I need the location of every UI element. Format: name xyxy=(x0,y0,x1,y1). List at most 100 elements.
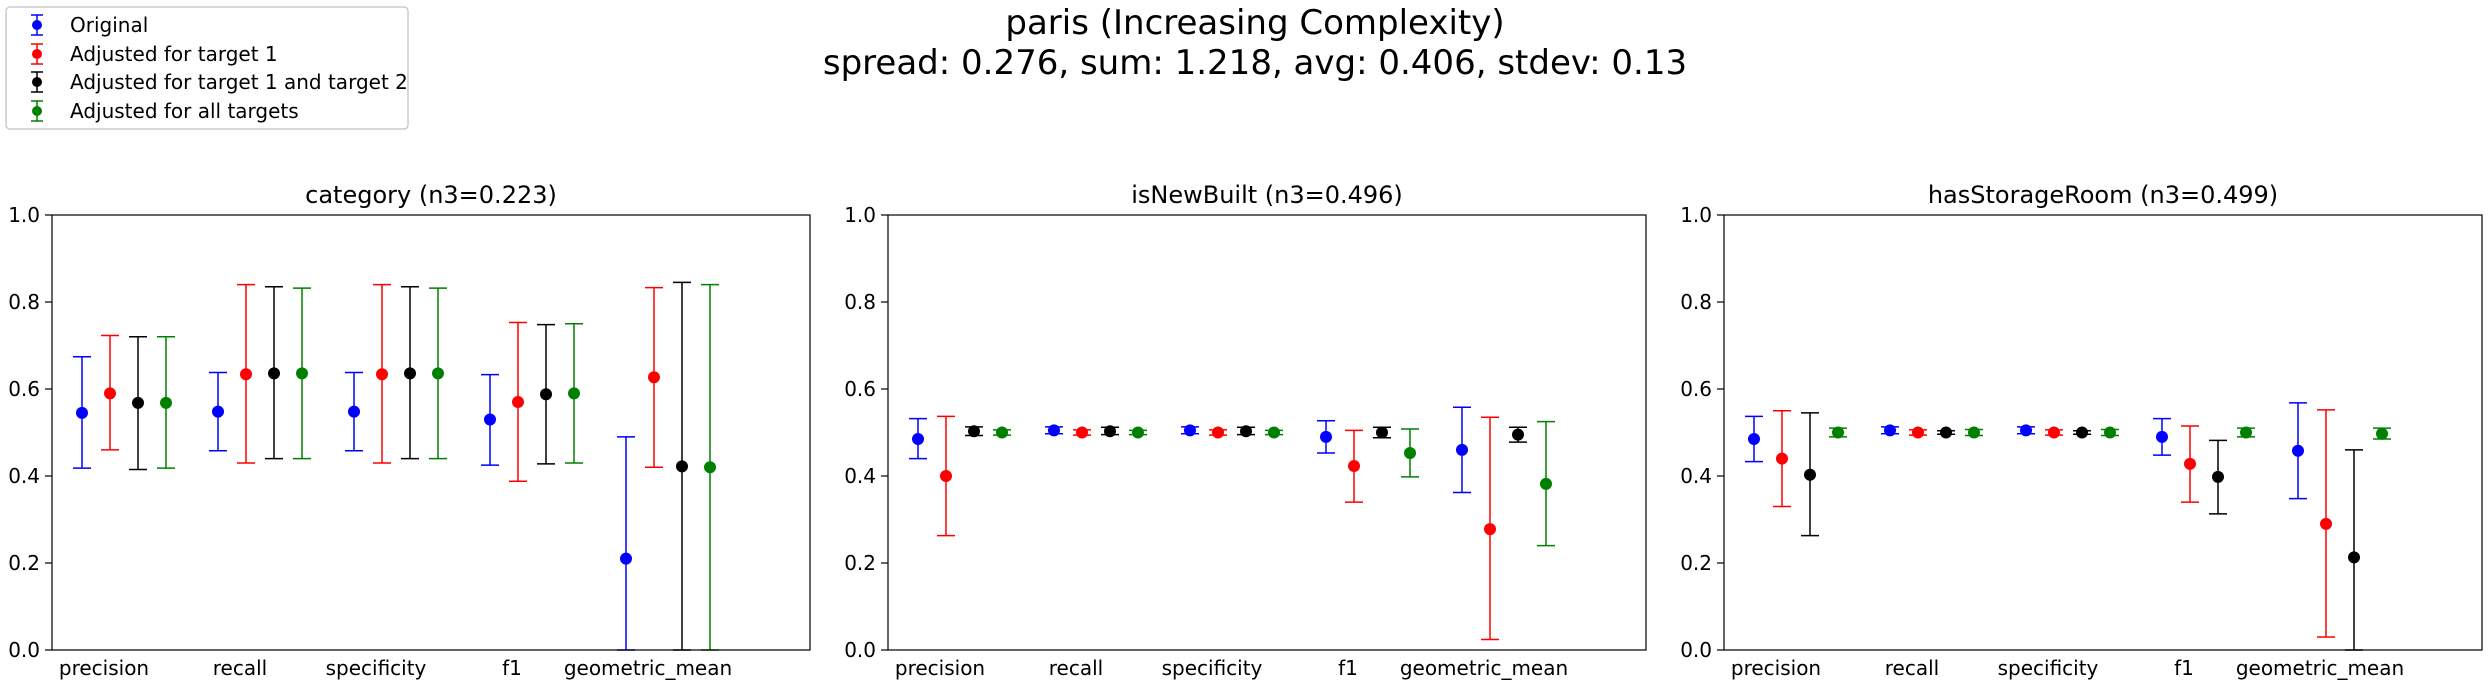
data-point xyxy=(1456,443,1468,456)
errorbar-target-1-precision xyxy=(101,334,119,451)
data-point xyxy=(2048,426,2060,439)
y-tick-label: 1.0 xyxy=(844,203,876,227)
errorbar-original-recall xyxy=(209,371,227,452)
errorbar-all-targets-f1 xyxy=(2237,426,2255,439)
x-tick-label: precision xyxy=(1731,656,1821,680)
data-point xyxy=(2184,457,2196,470)
errorbar-target-1-and-2-recall xyxy=(1101,425,1119,438)
x-tick-label: precision xyxy=(895,656,985,680)
errorbar-original-specificity xyxy=(2017,424,2035,437)
plot-frame xyxy=(51,214,811,651)
errorbar-target-1-and-2-precision xyxy=(129,336,147,471)
data-point xyxy=(76,406,88,419)
y-tick-label: 0.4 xyxy=(1680,464,1712,488)
errorbar-all-targets-precision xyxy=(993,426,1011,439)
errorbar-all-targets-recall xyxy=(293,287,311,460)
y-tick-label: 0.0 xyxy=(8,638,40,662)
data-point xyxy=(2020,424,2032,437)
data-point xyxy=(1268,426,1280,439)
data-point xyxy=(676,460,688,473)
data-point xyxy=(2240,426,2252,439)
errorbar-all-targets-geometric-mean xyxy=(1537,420,1555,547)
errorbar-all-targets-specificity xyxy=(2101,426,2119,439)
errorbar-all-targets-f1 xyxy=(565,323,583,464)
errorbar-target-1-specificity xyxy=(1209,426,1227,439)
y-tick-label: 1.0 xyxy=(8,203,40,227)
data-point xyxy=(2212,470,2224,483)
errorbar-all-targets-precision xyxy=(157,336,175,469)
data-point xyxy=(1884,424,1896,437)
legend-label-target-1-and-2: Adjusted for target 1 and target 2 xyxy=(70,70,408,94)
errorbar-target-1-and-2-precision xyxy=(1801,412,1819,537)
data-point xyxy=(2292,444,2304,457)
data-point xyxy=(940,470,952,482)
legend-entry-all-targets: Adjusted for all targets xyxy=(31,99,299,123)
errorbar-target-1-geometric-mean xyxy=(645,286,663,469)
y-tick-label: 1.0 xyxy=(1680,203,1712,227)
data-point xyxy=(1212,426,1224,439)
data-point xyxy=(1484,523,1496,536)
errorbar-target-1-f1 xyxy=(1345,429,1363,503)
data-point xyxy=(1048,424,1060,437)
errorbar-original-precision xyxy=(909,417,927,460)
panel-isnewbuilt: isNewBuilt (n3=0.496) 0.0 0.2 0.4 0.6 0.8 1.0 p… xyxy=(844,181,1647,680)
errorbar-target-1-precision xyxy=(1773,410,1791,508)
errorbar-target-1-and-2-recall xyxy=(265,286,283,460)
panel-title: hasStorageRoom (n3=0.499) xyxy=(1928,181,2278,209)
y-tick-label: 0.0 xyxy=(844,638,876,662)
y-tick-label: 0.4 xyxy=(8,464,40,488)
data-point xyxy=(1540,477,1552,490)
errorbar-target-1-specificity xyxy=(2045,426,2063,439)
data-point xyxy=(2076,426,2088,439)
panel-title: category (n3=0.223) xyxy=(305,181,557,209)
data-point xyxy=(1184,424,1196,437)
data-point xyxy=(1404,446,1416,459)
data-point xyxy=(2104,426,2116,439)
errorbar-all-targets-f1 xyxy=(1401,428,1419,478)
y-tick-label: 0.6 xyxy=(8,377,40,401)
data-point xyxy=(1832,426,1844,439)
data-point xyxy=(2348,551,2360,564)
data-point xyxy=(1776,452,1788,465)
errorbar-all-targets-recall xyxy=(1965,426,1983,439)
legend-frame xyxy=(5,6,409,130)
y-tick-label: 0.2 xyxy=(844,551,876,575)
x-tick-label: specificity xyxy=(1998,656,2099,680)
x-tick-label: f1 xyxy=(1338,656,1358,680)
errorbar-all-targets-precision xyxy=(1829,426,1847,439)
data-point xyxy=(2376,427,2388,440)
legend-label-all-targets: Adjusted for all targets xyxy=(70,99,299,123)
data-point xyxy=(1320,430,1332,443)
data-point xyxy=(212,405,224,418)
data-point xyxy=(132,396,144,409)
data-point xyxy=(996,426,1008,439)
data-point xyxy=(432,367,444,380)
errorbar-original-precision xyxy=(1745,415,1763,463)
data-point xyxy=(1076,426,1088,439)
panel-hasstorageroom: hasStorageRoom (n3=0.499) 0.0 0.2 0.4 0.6 0.8… xyxy=(1680,181,2483,680)
y-tick-label: 0.6 xyxy=(1680,377,1712,401)
data-point xyxy=(2320,517,2332,530)
errorbar-target-1-precision xyxy=(937,415,955,537)
x-tick-label: specificity xyxy=(1162,656,1263,680)
data-point xyxy=(1104,425,1116,438)
errorbar-target-1-and-2-f1 xyxy=(537,323,555,465)
errorbar-target-1-f1 xyxy=(2181,425,2199,503)
errorbar-target-1-recall xyxy=(237,283,255,464)
y-tick-label: 0.2 xyxy=(1680,551,1712,575)
data-point xyxy=(160,396,172,409)
errorbar-target-1-recall xyxy=(1073,426,1091,439)
legend-entry-target-1: Adjusted for target 1 xyxy=(31,42,278,66)
figure-title-line2: spread: 0.276, sum: 1.218, avg: 0.406, s… xyxy=(823,43,1687,83)
errorbar-original-f1 xyxy=(2153,417,2171,456)
data-point xyxy=(1748,433,1760,446)
figure-title-line1: paris (Increasing Complexity) xyxy=(1005,3,1504,43)
data-point xyxy=(1804,468,1816,481)
errorbar-target-1-and-2-geometric-mean xyxy=(2345,449,2363,651)
x-tick-label: precision xyxy=(59,656,149,680)
data-point xyxy=(2156,430,2168,443)
legend-marker-all-targets xyxy=(31,100,43,122)
data-point xyxy=(1348,459,1360,472)
x-tick-label: f1 xyxy=(2174,656,2194,680)
errorbar-target-1-and-2-specificity xyxy=(401,286,419,460)
